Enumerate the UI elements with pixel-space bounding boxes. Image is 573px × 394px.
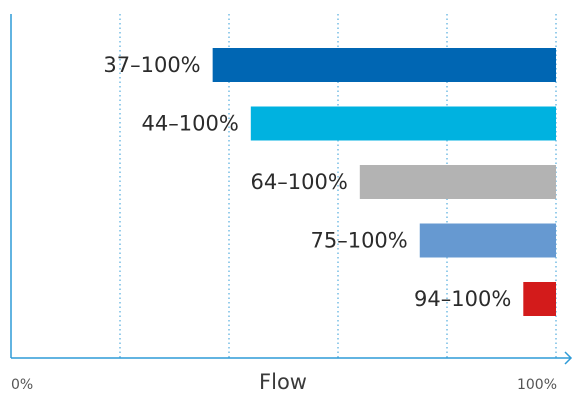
bar-label: 37–100% <box>103 53 200 77</box>
bar <box>212 48 556 82</box>
bar <box>359 165 556 199</box>
bar <box>523 282 556 316</box>
x-tick-label-max: 100% <box>517 377 557 393</box>
bar-label: 44–100% <box>142 112 239 136</box>
bar-labels: 37–100% 44–100% 64–100% 75–100% 94–100% <box>103 53 511 311</box>
axes <box>10 14 573 365</box>
bar <box>419 223 556 258</box>
bar-label: 64–100% <box>251 170 348 194</box>
bars <box>212 48 557 316</box>
bar-label: 75–100% <box>310 229 407 253</box>
x-axis-title: Flow <box>259 370 307 394</box>
x-axis-arrow-icon <box>564 351 573 365</box>
x-tick-label-min: 0% <box>11 377 33 393</box>
bar-label: 94–100% <box>414 287 511 311</box>
bar <box>250 106 557 141</box>
